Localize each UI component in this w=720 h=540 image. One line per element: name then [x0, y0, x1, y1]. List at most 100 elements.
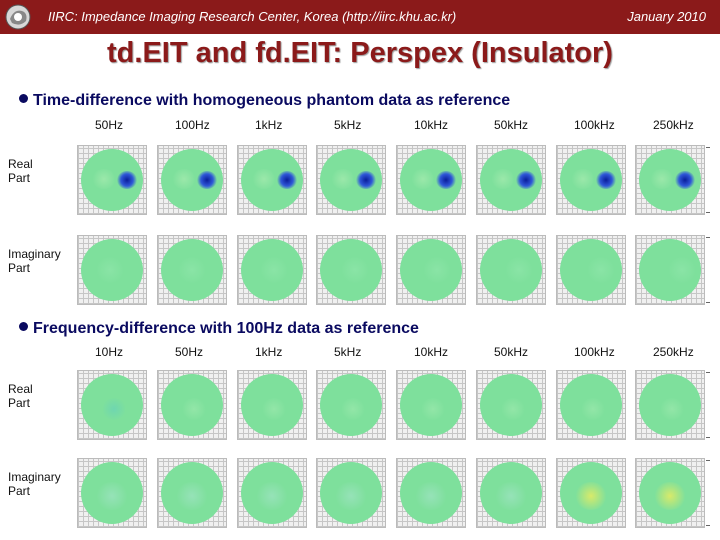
colorbar-tick [706, 212, 710, 213]
header-date: January 2010 [627, 9, 706, 24]
eit-disk [480, 239, 542, 301]
eit-disk [81, 239, 143, 301]
texture-blob [181, 398, 207, 420]
texture-blob [659, 398, 685, 420]
eit-disk [480, 374, 542, 436]
eit-disk [400, 239, 462, 301]
iirc-logo-icon [5, 4, 31, 30]
texture-blob [422, 257, 452, 283]
texture-blob [177, 257, 207, 283]
eit-image [476, 235, 546, 305]
colorbar-tick [706, 147, 710, 148]
eit-image [476, 370, 546, 440]
anomaly-blob [436, 171, 456, 189]
anomaly-halo [330, 169, 356, 189]
eit-image [157, 235, 227, 305]
texture-blob [414, 482, 448, 510]
anomaly-blob [675, 171, 695, 189]
texture-blob [667, 257, 697, 283]
eit-disk [639, 239, 701, 301]
column-label: 50Hz [175, 345, 204, 359]
texture-blob [580, 398, 606, 420]
section2-bullet: Frequency-difference with 100Hz data as … [19, 320, 419, 338]
column-label: 50kHz [494, 345, 529, 359]
anomaly-blob [356, 171, 376, 189]
anomaly-halo [649, 169, 675, 189]
texture-blob [261, 398, 287, 420]
bullet-dot-icon [19, 94, 28, 103]
eit-image [157, 145, 227, 215]
eit-image [556, 235, 626, 305]
eit-image [635, 370, 705, 440]
anomaly-blob [596, 171, 616, 189]
column-label: 50kHz [494, 118, 529, 132]
anomaly-blob [516, 171, 536, 189]
texture-blob [340, 257, 370, 283]
column-label: 100Hz [175, 118, 210, 132]
eit-image [237, 235, 307, 305]
eit-disk [560, 462, 622, 524]
texture-blob [95, 482, 129, 510]
eit-image [157, 370, 227, 440]
row-label: Imaginary Part [8, 470, 61, 498]
eit-disk [241, 462, 303, 524]
eit-disk [400, 462, 462, 524]
colorbar [706, 372, 716, 438]
section1-bullet: Time-difference with homogeneous phantom… [19, 92, 510, 110]
eit-disk [480, 462, 542, 524]
anomaly-blob [197, 171, 217, 189]
colorbar-tick [706, 302, 710, 303]
eit-disk [161, 149, 223, 211]
eit-disk [241, 374, 303, 436]
eit-disk [320, 239, 382, 301]
eit-image [396, 370, 466, 440]
eit-image [77, 235, 147, 305]
eit-image [237, 370, 307, 440]
slide-title: td.EIT and fd.EIT: Perspex (Insulator) [107, 37, 613, 69]
eit-image [396, 145, 466, 215]
texture-blob [574, 482, 608, 510]
eit-disk [81, 374, 143, 436]
eit-disk [161, 374, 223, 436]
colorbar [706, 460, 716, 526]
texture-blob [259, 257, 289, 283]
anomaly-halo [251, 169, 277, 189]
eit-disk [320, 374, 382, 436]
anomaly-halo [171, 169, 197, 189]
eit-disk [639, 374, 701, 436]
eit-disk [560, 239, 622, 301]
column-label: 5kHz [334, 118, 362, 132]
eit-image [635, 235, 705, 305]
eit-image [396, 235, 466, 305]
column-label: 250kHz [653, 345, 694, 359]
row-label: Real Part [8, 157, 33, 185]
texture-blob [101, 398, 127, 420]
column-label: 1kHz [255, 345, 283, 359]
texture-blob [340, 398, 366, 420]
eit-image [316, 145, 386, 215]
eit-image [77, 145, 147, 215]
eit-image [237, 458, 307, 528]
eit-image [77, 370, 147, 440]
column-label: 10Hz [95, 345, 124, 359]
texture-blob [500, 398, 526, 420]
eit-image [237, 145, 307, 215]
texture-blob [334, 482, 368, 510]
anomaly-blob [277, 171, 297, 189]
eit-image [316, 370, 386, 440]
eit-image [396, 458, 466, 528]
eit-image [556, 458, 626, 528]
eit-image [476, 145, 546, 215]
eit-disk [241, 149, 303, 211]
anomaly-halo [570, 169, 596, 189]
column-label: 10kHz [414, 118, 449, 132]
header-title: IIRC: Impedance Imaging Research Center,… [48, 9, 457, 24]
row-label: Real Part [8, 382, 33, 410]
eit-image [316, 235, 386, 305]
bullet-dot-icon [19, 322, 28, 331]
texture-blob [95, 257, 125, 283]
section1-bullet-text: Time-difference with homogeneous phantom… [33, 92, 511, 109]
texture-blob [494, 482, 528, 510]
texture-blob [175, 482, 209, 510]
eit-disk [81, 149, 143, 211]
